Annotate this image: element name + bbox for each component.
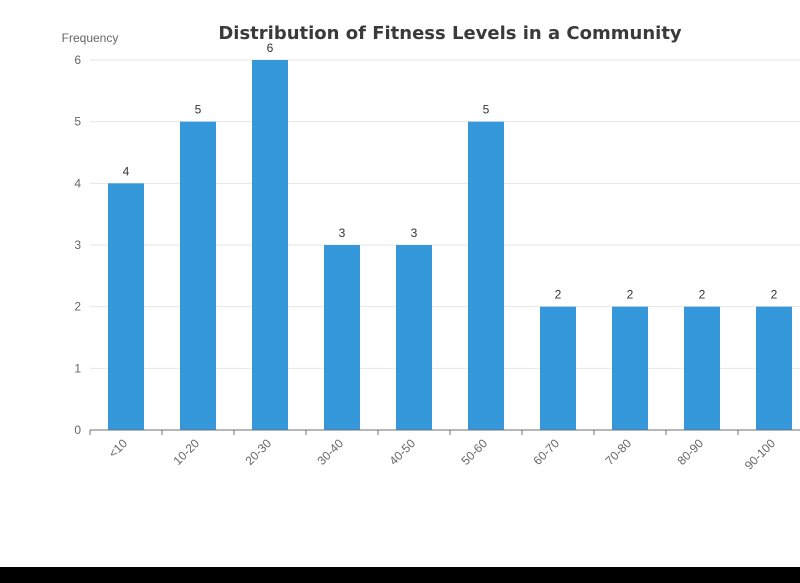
- bar-7: [612, 306, 648, 430]
- bar-3: [324, 245, 360, 430]
- y-tick-label: 1: [74, 361, 81, 375]
- data-label: 6: [267, 41, 274, 55]
- y-axis-label: Frequency: [62, 31, 119, 45]
- y-tick-label: 4: [74, 176, 81, 190]
- y-tick-label: 3: [74, 238, 81, 252]
- x-tick-label: 60-70: [531, 436, 563, 468]
- x-tick-label: <10: [106, 436, 131, 461]
- chart-title: Distribution of Fitness Levels in a Comm…: [218, 23, 682, 44]
- y-tick-label: 2: [74, 300, 81, 314]
- x-tick-label: 40-50: [387, 436, 419, 468]
- data-label: 5: [195, 103, 202, 117]
- data-labels: 4 5 6 3 3 5 2 2 2 2: [123, 41, 778, 302]
- bar-chart: Distribution of Fitness Levels in a Comm…: [62, 23, 800, 473]
- y-tick-label: 5: [74, 115, 81, 129]
- chart-area: Distribution of Fitness Levels in a Comm…: [0, 0, 800, 567]
- data-label: 2: [555, 288, 562, 302]
- bar-0: [108, 183, 144, 430]
- x-tick-label: 50-60: [459, 436, 491, 468]
- x-tick-label: 10-20: [171, 436, 203, 468]
- bar-2: [252, 60, 288, 430]
- x-axis: <10 10-20 20-30 30-40 40-50 50-60 60-70 70-80 80…: [89, 429, 800, 473]
- bar-4: [396, 245, 432, 430]
- bar-1: [180, 121, 216, 431]
- x-tick-label: 80-90: [675, 436, 707, 468]
- bars: [108, 60, 792, 431]
- y-axis-ticks: 0 1 2 3 4 5 6: [74, 53, 81, 437]
- bar-9: [756, 306, 792, 430]
- bar-6: [540, 306, 576, 430]
- data-label: 3: [411, 226, 418, 240]
- data-label: 2: [699, 288, 706, 302]
- x-tick-label: 30-40: [315, 436, 347, 468]
- x-tick-label: 20-30: [243, 436, 275, 468]
- data-label: 4: [123, 164, 130, 178]
- bar-5: [468, 121, 504, 431]
- data-label: 2: [627, 288, 634, 302]
- data-label: 5: [483, 103, 490, 117]
- bar-8: [684, 306, 720, 430]
- x-tick-label: 70-80: [603, 436, 635, 468]
- data-label: 3: [339, 226, 346, 240]
- y-tick-label: 0: [74, 423, 81, 437]
- x-tick-label: 90-100: [742, 436, 779, 473]
- y-tick-label: 6: [74, 53, 81, 67]
- data-label: 2: [771, 288, 778, 302]
